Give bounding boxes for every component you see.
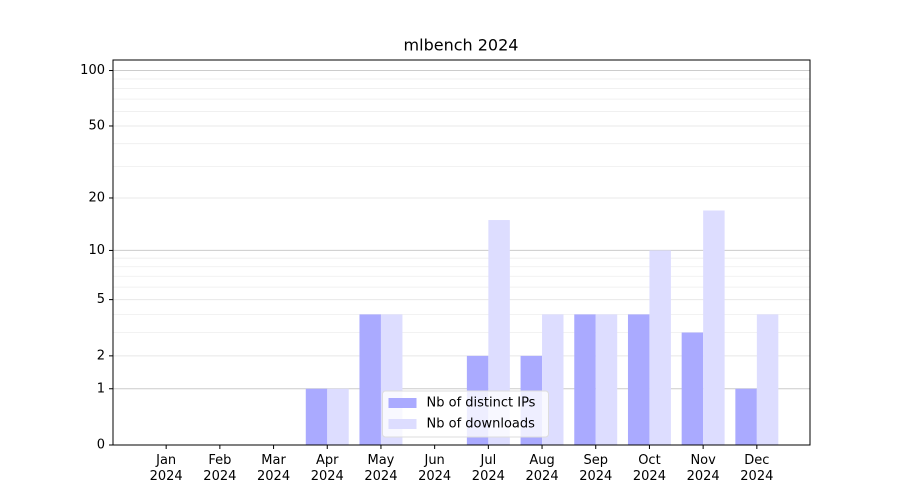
y-tick-label: 0: [97, 438, 105, 453]
y-tick-label: 50: [88, 118, 105, 133]
x-tick-label: Jan 2024: [149, 453, 183, 484]
bar: [703, 210, 725, 445]
bar: [595, 314, 618, 445]
bar: [756, 314, 779, 445]
legend-swatch: [388, 398, 417, 408]
bar: [359, 314, 381, 445]
bar: [305, 388, 328, 445]
y-tick-label: 20: [88, 190, 105, 205]
x-tick-label: Oct 2024: [632, 453, 666, 484]
bar: [681, 332, 704, 445]
bar: [627, 314, 650, 445]
legend-box: [382, 390, 549, 438]
y-tick-label: 10: [88, 243, 105, 258]
x-tick-label: Jun 2024: [418, 453, 452, 484]
legend-swatch: [388, 419, 417, 429]
x-tick-label: Apr 2024: [310, 453, 344, 484]
x-tick-label: Feb 2024: [203, 453, 237, 484]
x-tick-label: Dec 2024: [740, 453, 774, 484]
y-tick-label: 2: [97, 348, 105, 363]
legend-label: Nb of distinct IPs: [427, 396, 536, 411]
x-tick-label: Sep 2024: [579, 453, 613, 484]
bar: [327, 388, 349, 445]
legend: Nb of distinct IPs Nb of downloads: [382, 390, 549, 438]
legend-label: Nb of downloads: [427, 417, 536, 432]
bar: [649, 250, 671, 445]
bar: [735, 388, 757, 445]
chart-title: mlbench 2024: [404, 36, 519, 55]
y-tick-label: 1: [97, 381, 105, 396]
x-tick-label: Nov 2024: [686, 453, 720, 484]
x-tick-label: May 2024: [364, 453, 398, 484]
bar: [574, 314, 596, 445]
x-tick-label: Mar 2024: [257, 453, 291, 484]
plot-frame: [112, 59, 811, 446]
x-tick-label: Aug 2024: [525, 453, 559, 484]
y-tick-label: 5: [97, 292, 105, 307]
bar: [488, 220, 510, 445]
x-tick-label: Jul 2024: [471, 453, 505, 484]
y-tick-label: 100: [80, 63, 105, 78]
